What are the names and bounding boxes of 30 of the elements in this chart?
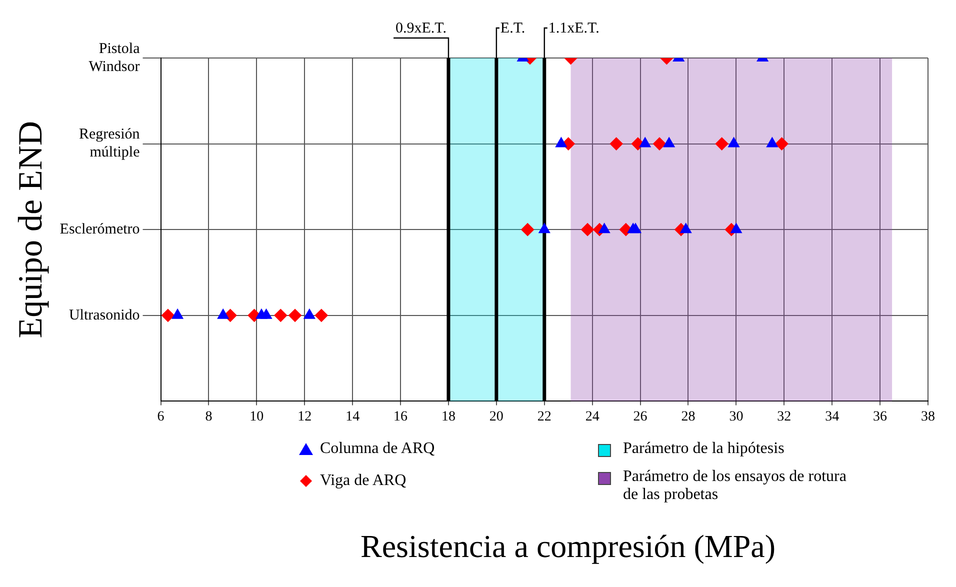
x-tick-label: 10	[250, 409, 264, 424]
x-tick-label: 22	[537, 409, 552, 424]
x-tick-label: 20	[489, 409, 504, 424]
x-tick-label: 14	[346, 409, 360, 424]
x-tick-label: 16	[394, 409, 408, 424]
y-tick-label: Regresión múltiple	[78, 126, 140, 161]
legend-label: Columna de ARQ	[320, 440, 435, 458]
x-tick-label: 24	[585, 409, 600, 424]
y-axis-title: Equipo de END	[12, 121, 50, 338]
legend-label: Viga de ARQ	[320, 472, 406, 490]
x-tick-label: 32	[777, 409, 792, 424]
ref-line-label: E.T.	[500, 20, 526, 36]
x-tick-label: 12	[298, 409, 312, 424]
legend-label: Parámetro de los ensayos de rotura de las probetas	[623, 468, 848, 504]
x-tick-label: 6	[157, 409, 164, 424]
x-tick-label: 34	[825, 409, 840, 424]
ref-line-label: 1.1xE.T.	[548, 20, 600, 36]
x-tick-label: 28	[681, 409, 696, 424]
ref-line-label: 0.9xE.T.	[396, 20, 446, 36]
x-tick-label: 8	[205, 409, 212, 424]
y-tick-label: Ultrasonido	[68, 307, 140, 324]
x-tick-label: 38	[921, 409, 935, 424]
legend-label: Parámetro de la hipótesis	[623, 440, 784, 458]
x-axis-title: Resistencia a compresión (MPa)	[360, 528, 776, 565]
x-tick-label: 30	[729, 409, 744, 424]
y-tick-label: Pistola Windsor	[88, 40, 140, 75]
y-tick-label: Esclerómetro	[60, 222, 140, 238]
x-tick-label: 36	[873, 409, 888, 424]
x-tick-label: 26	[633, 409, 648, 424]
x-tick-label: 18	[441, 409, 456, 424]
